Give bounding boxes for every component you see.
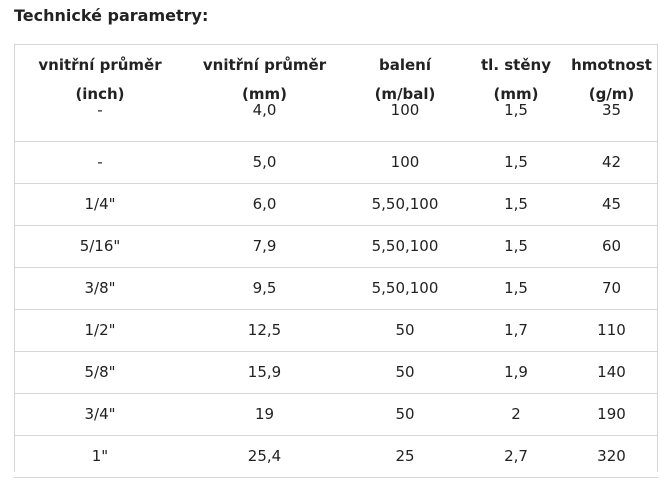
cell-weight: 70 bbox=[601, 279, 622, 297]
cell-mm: 7,9 bbox=[252, 237, 277, 255]
cell-inch: 5/16" bbox=[79, 237, 121, 255]
cell-packaging: 100 bbox=[390, 101, 420, 119]
table-border-right bbox=[657, 44, 658, 472]
cell-mm: 25,4 bbox=[247, 447, 282, 465]
table-row: 5/8" 15,9 50 1,9 140 bbox=[14, 352, 658, 394]
cell-mm: 9,5 bbox=[252, 279, 277, 297]
table-row: - 4,0 100 1,5 35 bbox=[14, 100, 658, 142]
table-header-row: vnitřní průměr (inch) vnitřní průměr (mm… bbox=[14, 45, 658, 103]
header-line: tl. stěny bbox=[481, 56, 551, 74]
table-row: 1/4" 6,0 5,50,100 1,5 45 bbox=[14, 184, 658, 226]
cell-packaging: 50 bbox=[395, 363, 415, 381]
cell-mm: 4,0 bbox=[252, 101, 277, 119]
table-row: 1/2" 12,5 50 1,7 110 bbox=[14, 310, 658, 352]
cell-weight: 45 bbox=[601, 195, 622, 213]
table-row: 3/4" 19 50 2 190 bbox=[14, 394, 658, 436]
header-unit: (inch) bbox=[75, 85, 125, 103]
cell-packaging: 5,50,100 bbox=[371, 195, 439, 213]
parameters-table: vnitřní průměr (inch) vnitřní průměr (mm… bbox=[14, 44, 658, 478]
header-line: vnitřní průměr bbox=[38, 56, 162, 74]
header-unit: (mm) bbox=[493, 85, 539, 103]
cell-wall: 2 bbox=[511, 405, 521, 423]
cell-mm: 6,0 bbox=[252, 195, 277, 213]
cell-weight: 320 bbox=[597, 447, 626, 465]
cell-weight: 140 bbox=[597, 363, 626, 381]
cell-wall: 1,5 bbox=[504, 237, 528, 255]
cell-packaging: 50 bbox=[395, 405, 415, 423]
header-packaging: balení (m/bal) bbox=[343, 45, 467, 109]
cell-wall: 2,7 bbox=[504, 447, 528, 465]
cell-weight: 60 bbox=[601, 237, 622, 255]
header-inner-diameter-inch: vnitřní průměr (inch) bbox=[14, 45, 186, 109]
section-title: Technické parametry: bbox=[14, 6, 209, 25]
header-unit: (g/m) bbox=[588, 85, 635, 103]
table-row: - 5,0 100 1,5 42 bbox=[14, 142, 658, 184]
header-wall-thickness: tl. stěny (mm) bbox=[467, 45, 565, 109]
table-row: 5/16" 7,9 5,50,100 1,5 60 bbox=[14, 226, 658, 268]
table-row: 3/8" 9,5 5,50,100 1,5 70 bbox=[14, 268, 658, 310]
cell-packaging: 100 bbox=[390, 153, 420, 171]
cell-mm: 12,5 bbox=[247, 321, 282, 339]
cell-weight: 42 bbox=[601, 153, 622, 171]
header-line: hmotnost bbox=[571, 56, 652, 74]
header-line: balení bbox=[379, 56, 431, 74]
cell-wall: 1,5 bbox=[504, 153, 528, 171]
cell-inch: 1/2" bbox=[84, 321, 116, 339]
cell-wall: 1,5 bbox=[504, 195, 528, 213]
cell-mm: 5,0 bbox=[252, 153, 277, 171]
header-inner-diameter-mm: vnitřní průměr (mm) bbox=[186, 45, 343, 109]
cell-mm: 19 bbox=[254, 405, 275, 423]
cell-weight: 35 bbox=[601, 101, 622, 119]
cell-inch: - bbox=[97, 153, 103, 171]
cell-inch: 5/8" bbox=[84, 363, 116, 381]
header-weight: hmotnost (g/m) bbox=[565, 45, 658, 109]
table-row: 1" 25,4 25 2,7 320 bbox=[14, 436, 658, 478]
cell-inch: - bbox=[97, 101, 103, 119]
cell-wall: 1,5 bbox=[504, 101, 528, 119]
cell-inch: 3/8" bbox=[84, 279, 116, 297]
cell-wall: 1,5 bbox=[504, 279, 528, 297]
header-unit: (mm) bbox=[242, 85, 287, 103]
cell-wall: 1,9 bbox=[504, 363, 528, 381]
cell-packaging: 25 bbox=[395, 447, 415, 465]
cell-weight: 110 bbox=[597, 321, 626, 339]
cell-inch: 1" bbox=[91, 447, 109, 465]
header-unit: (m/bal) bbox=[374, 85, 436, 103]
cell-mm: 15,9 bbox=[247, 363, 282, 381]
cell-packaging: 5,50,100 bbox=[371, 237, 439, 255]
cell-packaging: 50 bbox=[395, 321, 415, 339]
cell-wall: 1,7 bbox=[504, 321, 528, 339]
cell-inch: 3/4" bbox=[84, 405, 116, 423]
cell-weight: 190 bbox=[597, 405, 626, 423]
cell-packaging: 5,50,100 bbox=[371, 279, 439, 297]
table-border-left bbox=[14, 44, 15, 472]
header-line: vnitřní průměr bbox=[202, 56, 327, 74]
cell-inch: 1/4" bbox=[84, 195, 116, 213]
